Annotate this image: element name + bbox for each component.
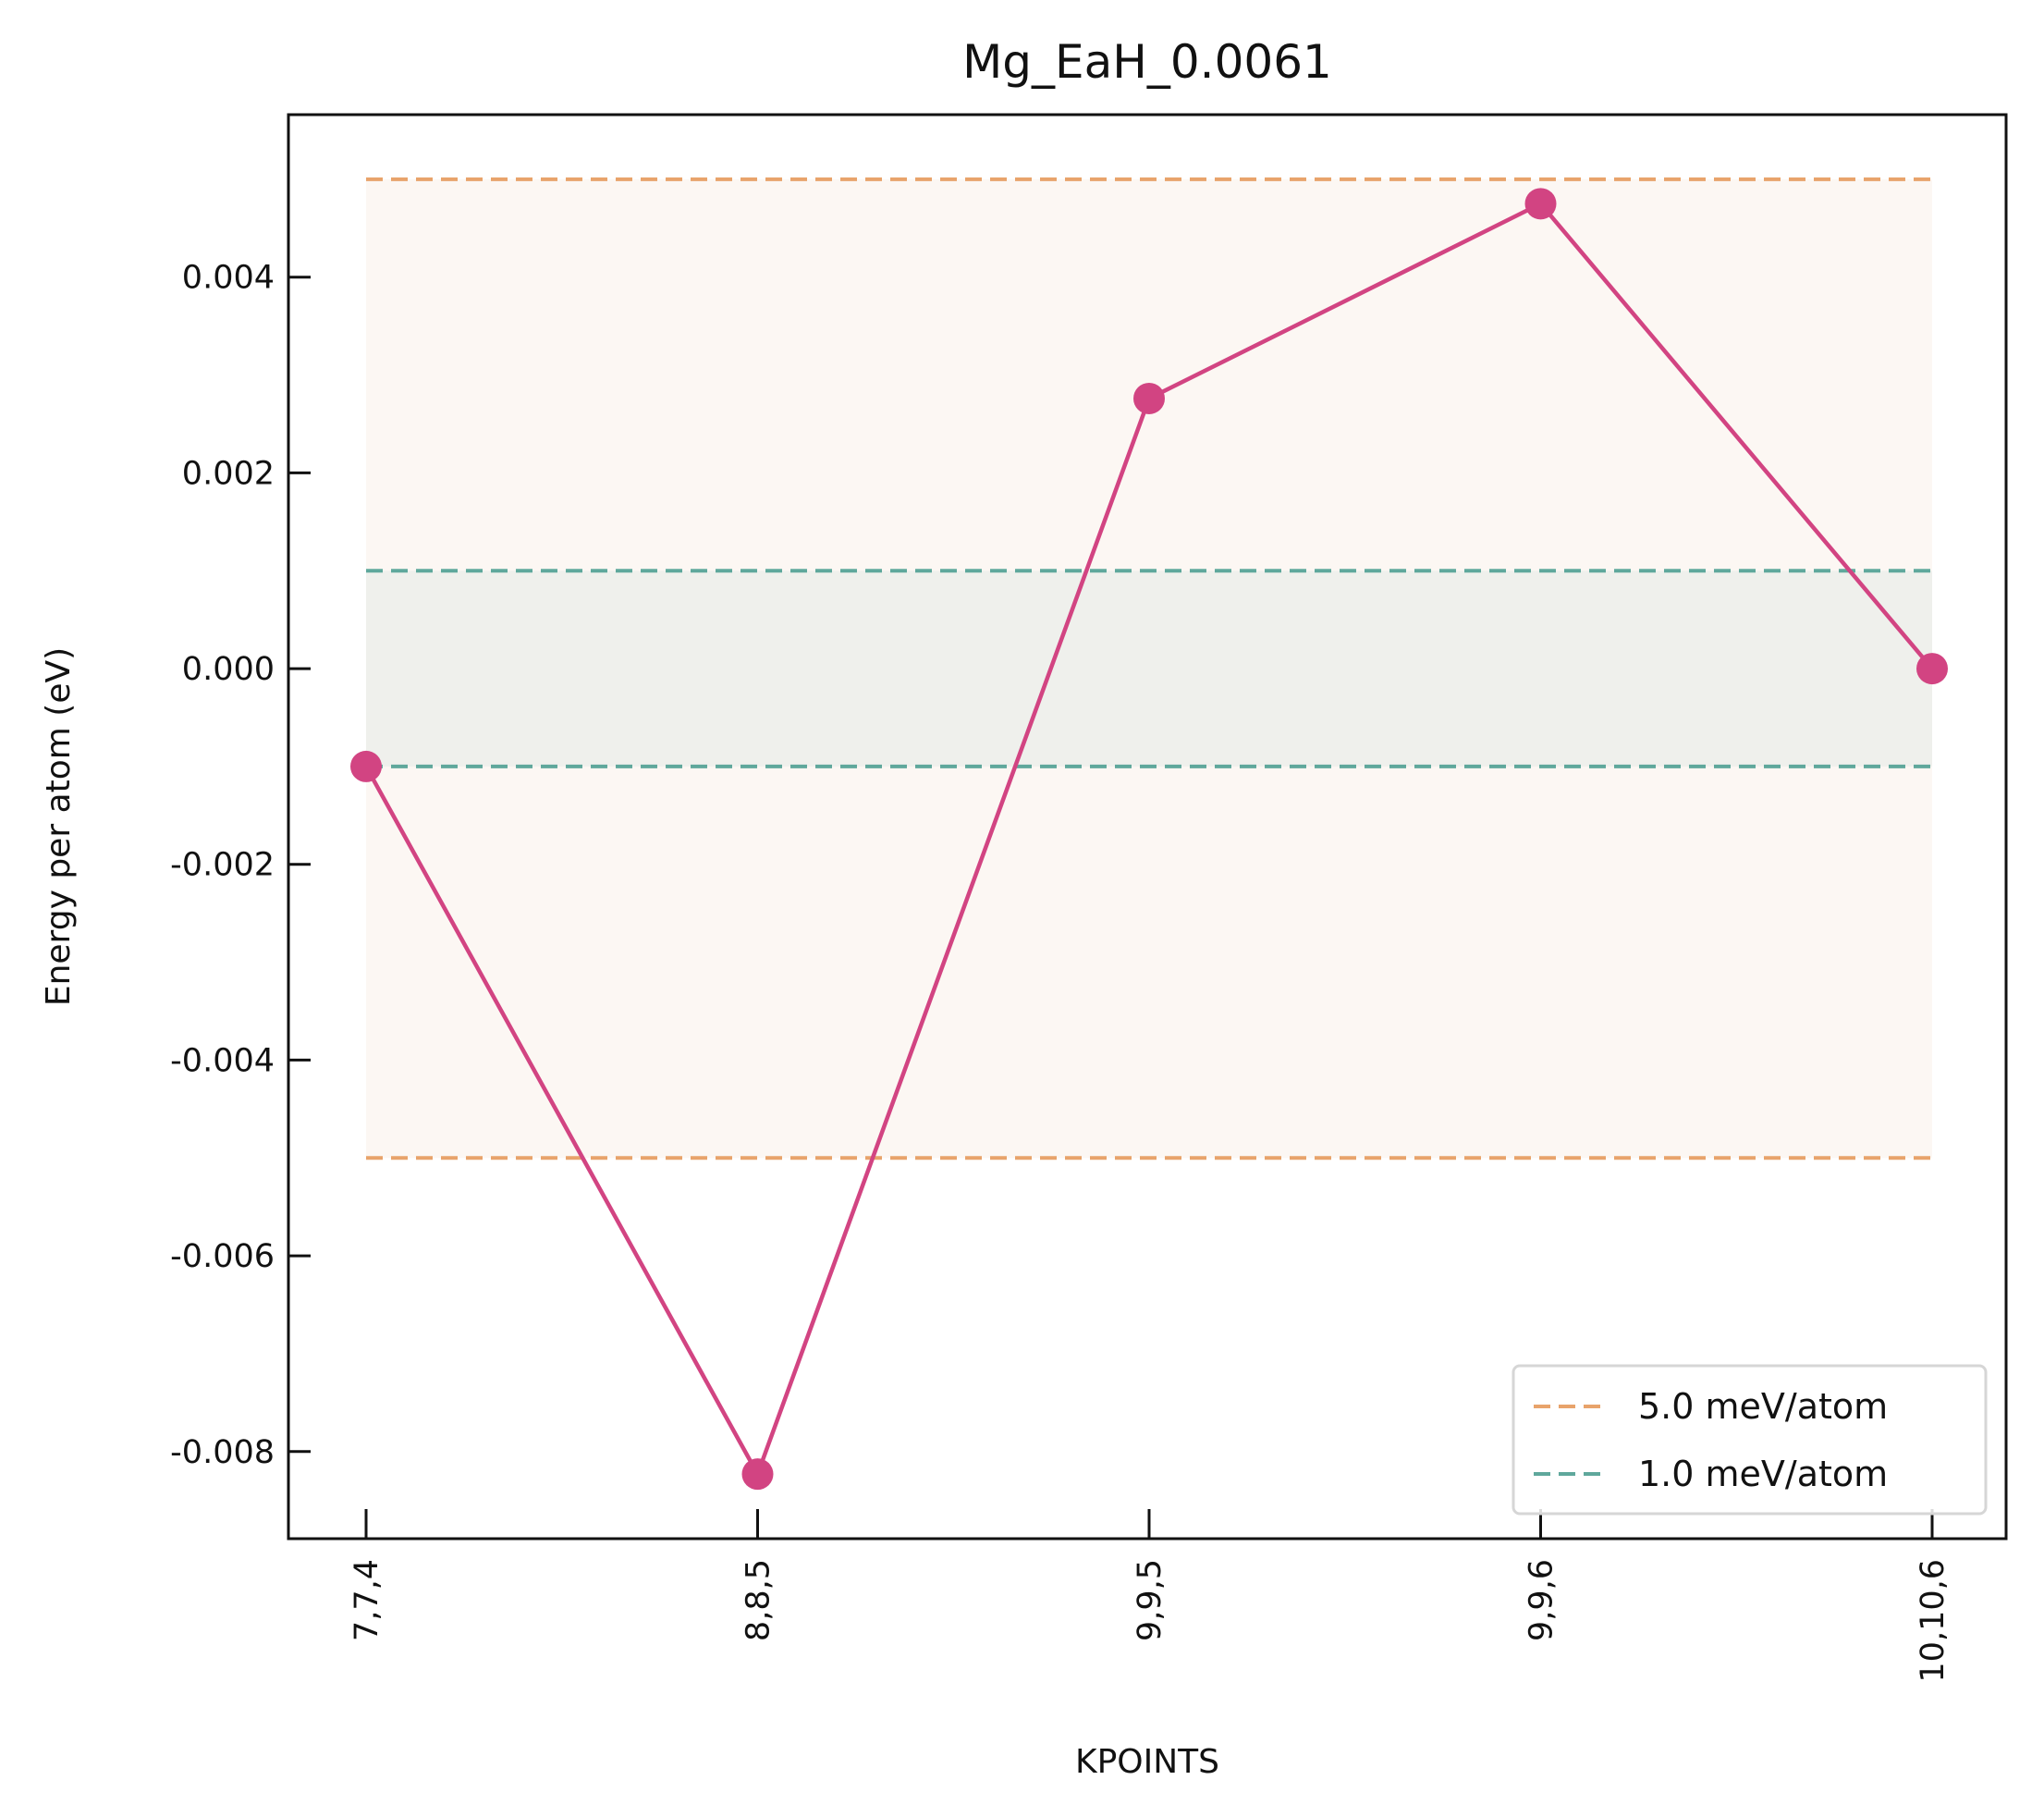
x-tick-label: 10,10,6 <box>1915 1559 1952 1683</box>
data-point <box>1916 653 1948 685</box>
y-tick-label: 0.000 <box>182 651 275 688</box>
chart-title: Mg_EaH_0.0061 <box>962 35 1332 89</box>
band-fill-1 <box>366 571 1932 767</box>
y-tick-label: 0.002 <box>182 455 275 492</box>
y-axis-ticks: 0.004 0.002 0.000 -0.002 -0.004 -0.006 -0.008 <box>170 260 311 1471</box>
y-tick-label: -0.008 <box>170 1434 275 1471</box>
data-point <box>1524 188 1557 220</box>
y-tick-label: -0.002 <box>170 847 275 884</box>
y-tick-label: -0.006 <box>170 1238 275 1275</box>
x-tick-label: 9,9,6 <box>1524 1559 1561 1641</box>
y-tick-label: 0.004 <box>182 260 275 297</box>
legend-box <box>1512 1364 1988 1516</box>
y-tick-label: -0.004 <box>170 1042 275 1079</box>
x-tick-label: 8,8,5 <box>740 1559 777 1641</box>
plot-frame <box>287 113 2008 1541</box>
data-point <box>741 1458 774 1491</box>
data-series <box>350 188 1948 1491</box>
x-axis-label: KPOINTS <box>1075 1743 1219 1781</box>
data-point <box>1133 382 1165 414</box>
tolerance-bands <box>366 177 1932 1160</box>
x-axis-ticks: 7,7,4 8,8,5 9,9,5 9,9,6 10,10,6 <box>349 1509 1952 1683</box>
x-tick-label: 9,9,5 <box>1132 1559 1169 1641</box>
data-point <box>350 750 382 782</box>
x-tick-label: 7,7,4 <box>349 1559 386 1641</box>
legend-label: 5.0 meV/atom <box>1638 1386 1888 1427</box>
y-axis-label: Energy per atom (eV) <box>40 647 78 1006</box>
legend: 5.0 meV/atom 1.0 meV/atom <box>1512 1364 1988 1516</box>
legend-label: 1.0 meV/atom <box>1638 1454 1888 1494</box>
